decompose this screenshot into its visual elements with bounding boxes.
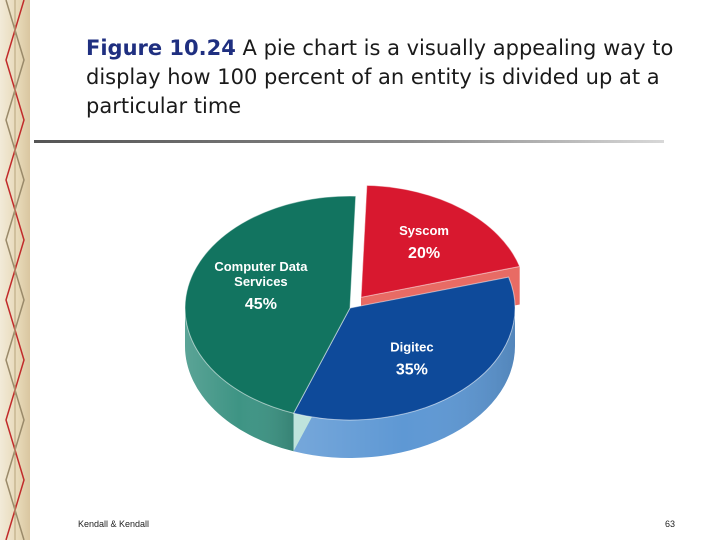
slice-name-label: Syscom: [399, 223, 449, 238]
decorative-side-strip: [0, 0, 30, 540]
figure-label: Figure 10.24: [86, 36, 236, 60]
footer-author: Kendall & Kendall: [78, 519, 150, 529]
divider-rule: [34, 140, 664, 143]
pie-wall-shade-2: [185, 308, 294, 452]
slice-name-label: Services: [234, 274, 288, 289]
pie-slice-syscom: [360, 184, 521, 298]
figure-caption: Figure 10.24 A pie chart is a visually a…: [86, 34, 686, 121]
pie-chart: Syscom 20% Digitec 35% Computer Data Services…: [170, 180, 540, 480]
slice-percent-label: 35%: [396, 362, 428, 379]
slice-name-label: Computer Data: [214, 259, 308, 274]
pie-slice-computer-data-services: [184, 195, 357, 414]
pie-slice-digitec: [292, 276, 516, 421]
caption-text: A pie chart is a visually appealing way …: [86, 36, 674, 118]
slice-percent-label: 45%: [245, 296, 277, 313]
ribbon-pattern-icon: [5, 0, 25, 540]
slice-percent-label: 20%: [408, 245, 440, 262]
page-number: 63: [664, 519, 675, 529]
pie-chart-svg: Syscom 20% Digitec 35% Computer DataServices…: [184, 184, 521, 458]
slice-name-label: Digitec: [390, 340, 433, 355]
